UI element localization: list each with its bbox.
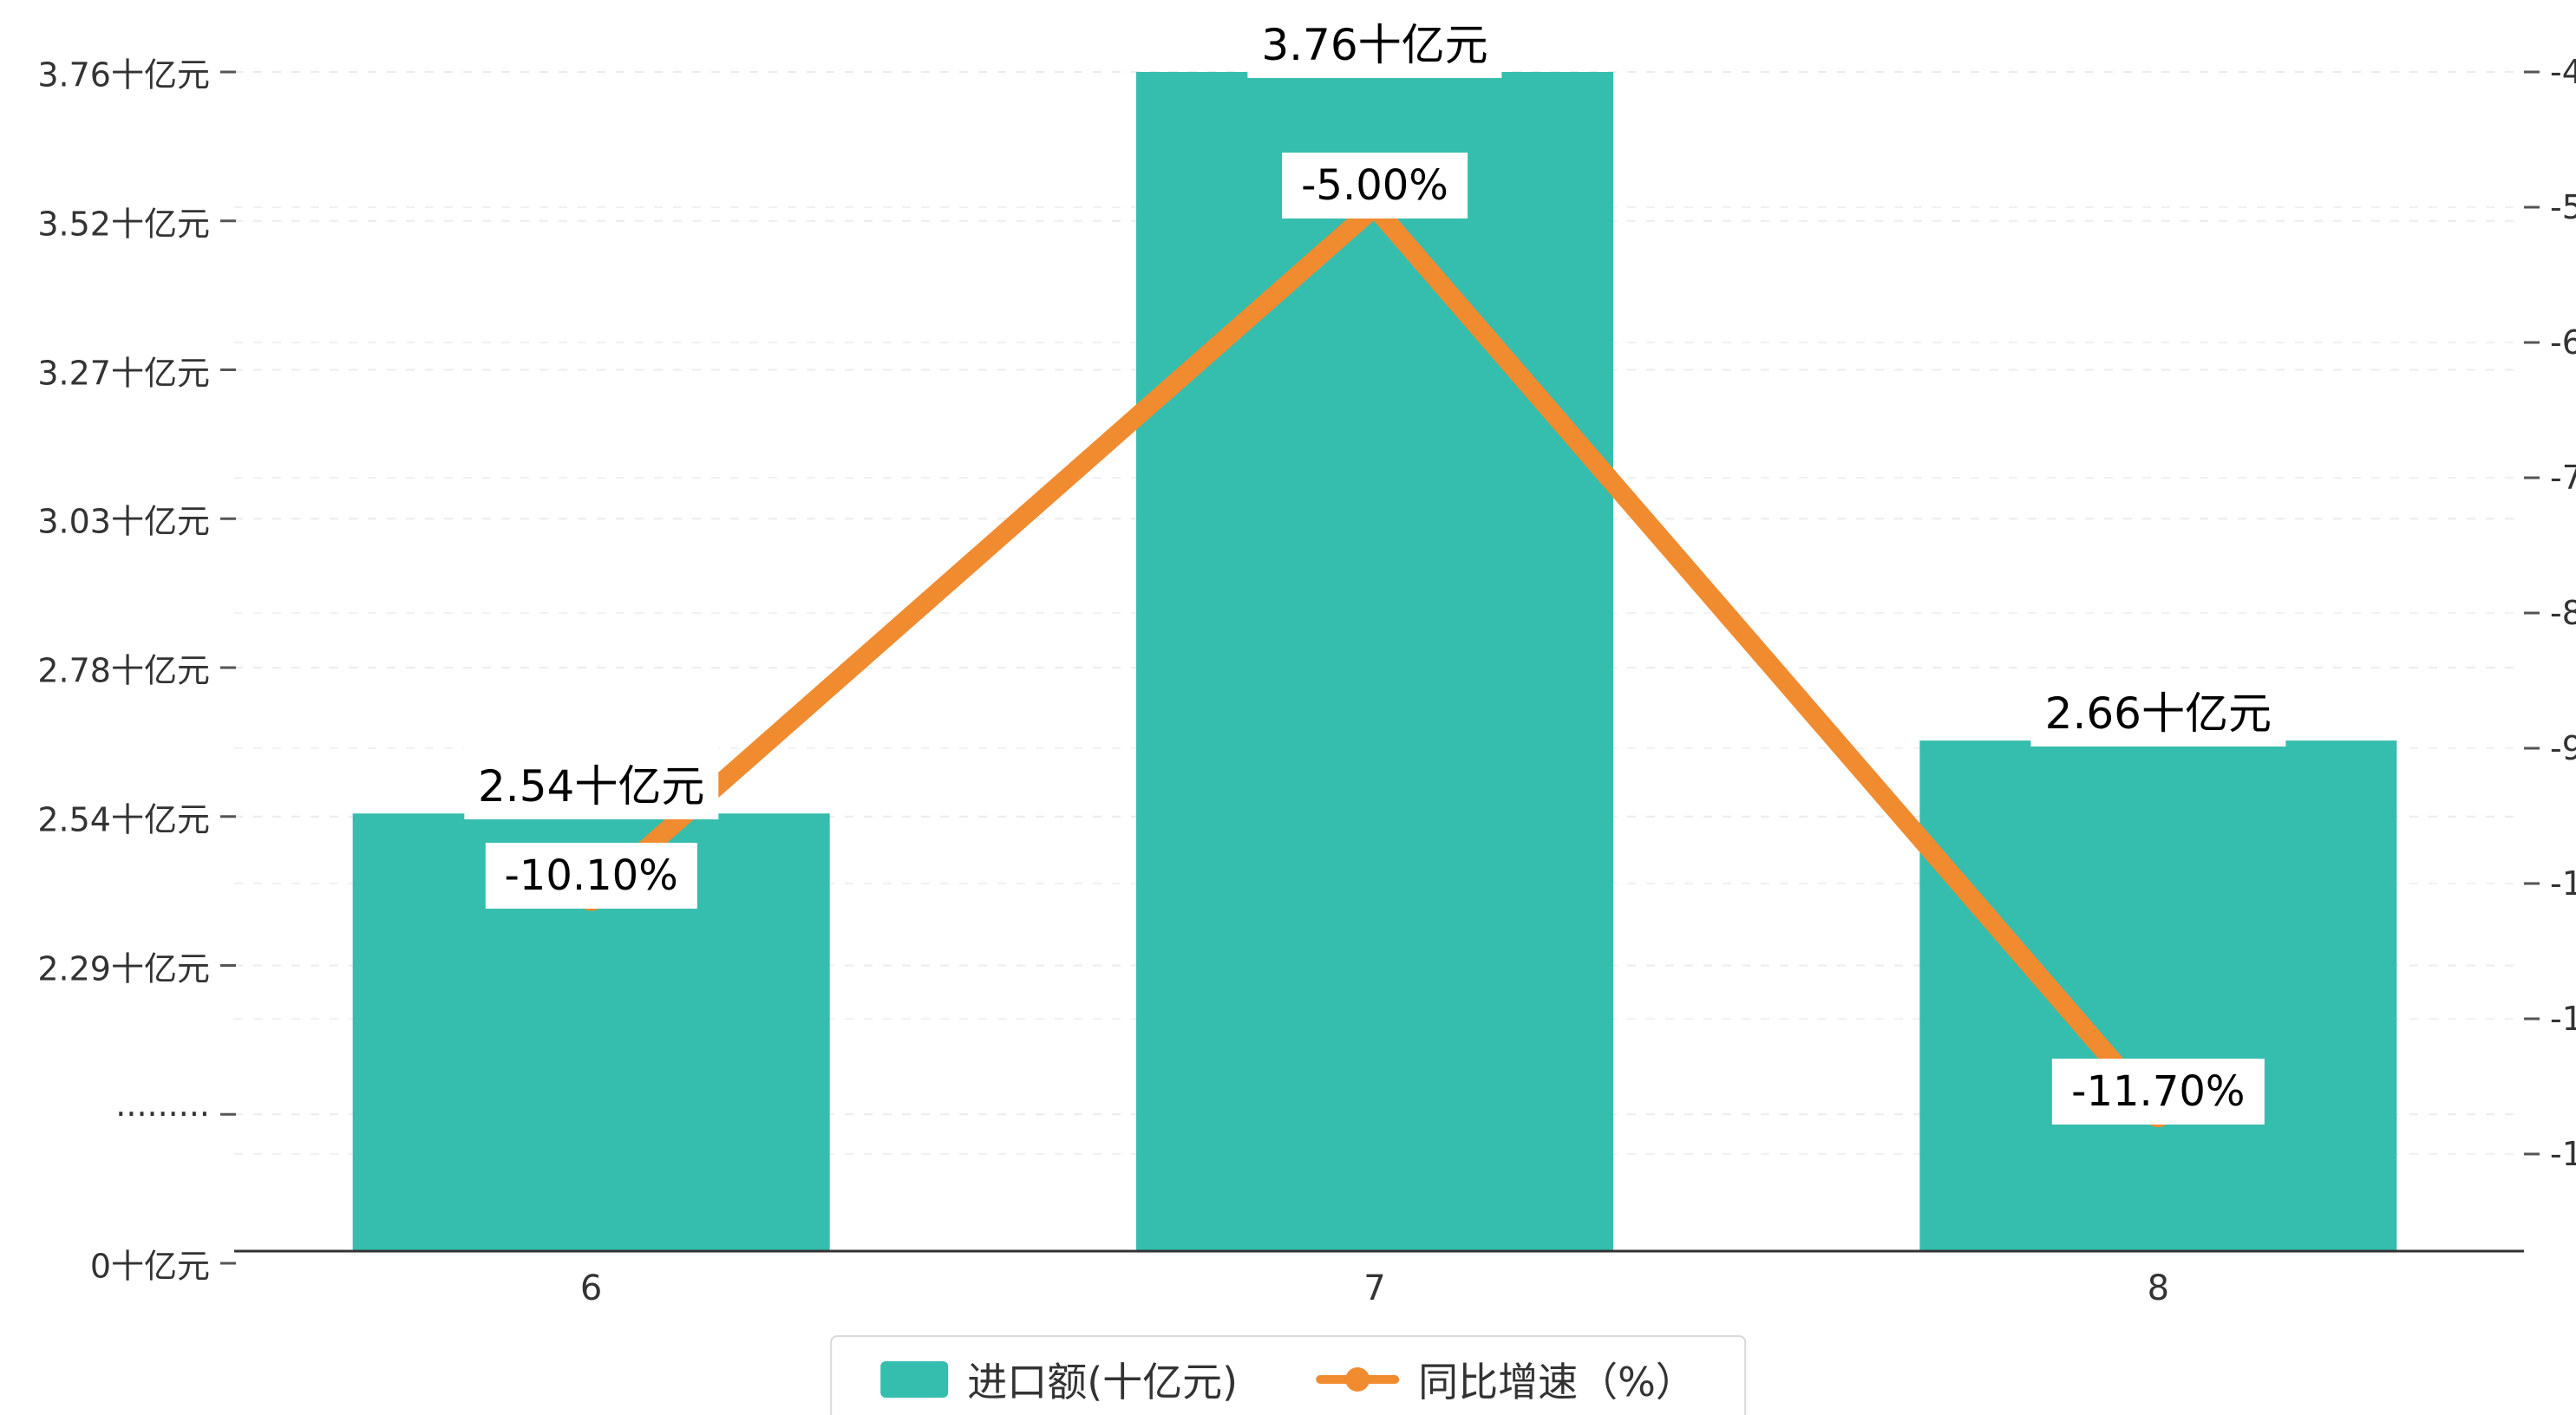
line-value-label: -11.70% (2052, 1059, 2265, 1125)
chart-legend: 进口额(十亿元) 同比增速（%） (830, 1335, 1746, 1415)
right-axis-label: -12 (2550, 1135, 2576, 1173)
bar-month-7 (1136, 72, 1613, 1251)
left-axis-label: 3.27十亿元 (37, 354, 210, 392)
left-axis-label: 3.03十亿元 (37, 502, 210, 541)
right-axis-label: -8 (2550, 594, 2576, 632)
line-series-marker-icon (1316, 1361, 1400, 1398)
x-axis-label-month-6: 6 (579, 1268, 603, 1308)
bar-value-label: 3.76十亿元 (1247, 5, 1502, 78)
bar-value-label: 2.54十亿元 (463, 747, 719, 820)
right-axis-label: -11 (2550, 1000, 2576, 1038)
left-axis-label: 2.29十亿元 (37, 949, 210, 988)
bar-value-label: 2.66十亿元 (2030, 674, 2285, 747)
line-value-label: -5.00% (1282, 153, 1468, 218)
legend-label-import-value: 进口额(十亿元) (967, 1359, 1239, 1405)
left-axis-label: 3.52十亿元 (37, 205, 210, 244)
left-axis-label: 2.54十亿元 (37, 800, 210, 839)
right-axis-label: -4 (2550, 53, 2576, 91)
legend-label-yoy-growth: 同比增速（%） (1418, 1359, 1696, 1405)
bar-series-swatch-icon (880, 1361, 949, 1398)
legend-item-yoy-growth[interactable]: 同比增速（%） (1316, 1351, 1696, 1408)
left-axis-label: 3.76十亿元 (37, 55, 210, 95)
left-axis-label: 0十亿元 (89, 1247, 210, 1286)
line-value-label: -10.10% (485, 842, 697, 909)
x-axis-label-month-7: 7 (1363, 1268, 1386, 1308)
right-axis-label: -7 (2550, 459, 2576, 497)
legend-item-import-value[interactable]: 进口额(十亿元) (880, 1351, 1238, 1408)
left-axis-label: 2.78十亿元 (37, 651, 210, 690)
right-axis-label: -10 (2550, 864, 2576, 903)
right-axis-label: -9 (2550, 729, 2576, 767)
left-axis-label: ········· (115, 1095, 210, 1134)
bar-month-8 (1919, 740, 2397, 1251)
x-axis-label-month-8: 8 (2147, 1268, 2170, 1308)
right-axis-label: -6 (2550, 323, 2576, 362)
right-axis-label: -5 (2550, 188, 2576, 226)
